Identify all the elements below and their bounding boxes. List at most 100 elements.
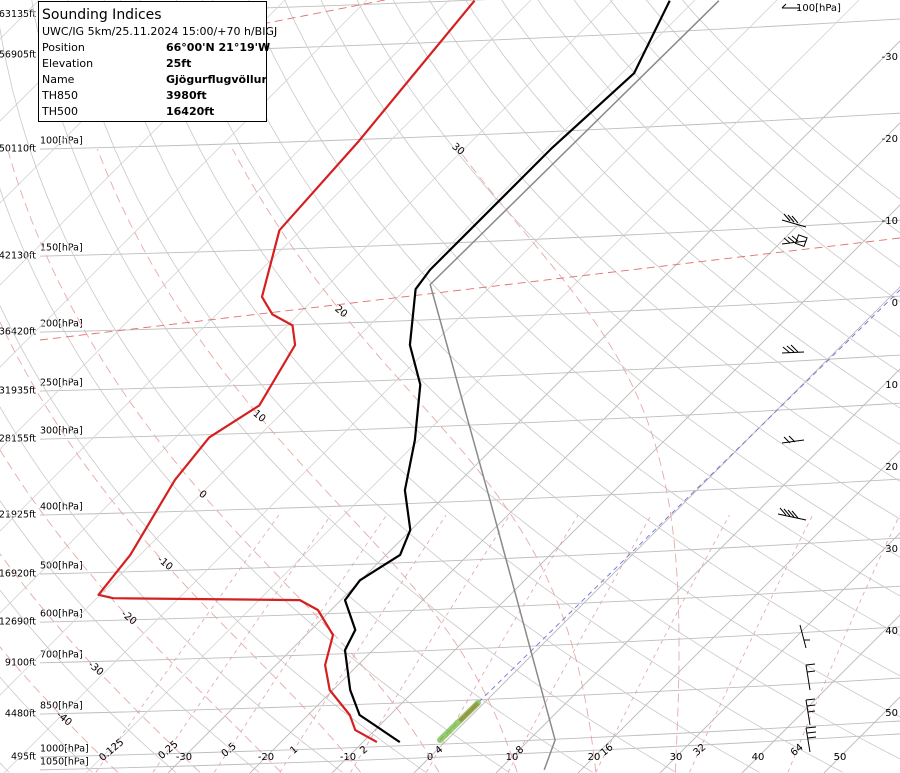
isotherm	[0, 0, 532, 532]
dry-adiabat	[0, 500, 260, 773]
mixing-ratio-label: 1	[288, 744, 300, 757]
profile-line	[429, 0, 720, 771]
mixing-ratio-line	[595, 514, 730, 773]
altitude-label: 9100ft	[5, 657, 36, 668]
mixing-ratio-label: 2	[358, 744, 370, 757]
altitude-label: 21925ft	[0, 510, 36, 521]
dry-adiabat	[356, 0, 900, 520]
info-box: Sounding Indices UWC/IG 5km/25.11.2024 1…	[38, 1, 277, 122]
wind-barb	[781, 435, 805, 444]
dry-adiabat	[0, 406, 343, 773]
temperature-label-right: 0	[892, 298, 898, 309]
isotherm	[495, 368, 900, 773]
dry-adiabat	[0, 26, 593, 773]
moist-adiabat	[0, 449, 282, 773]
tropopause-line	[39, 237, 900, 341]
moist-adiabat	[457, 148, 680, 773]
profile-line	[97, 0, 476, 744]
temperature-label: 50	[834, 752, 847, 763]
info-key: TH500	[41, 105, 78, 118]
wind-barb	[781, 213, 807, 228]
info-title: Sounding Indices	[42, 7, 162, 23]
moist-adiabat	[7, 148, 440, 773]
moist-adiabat	[96, 148, 518, 773]
dry-adiabat	[175, 0, 900, 718]
isobar	[39, 733, 900, 771]
dry-adiabat	[67, 0, 760, 773]
pressure-label: 1000[hPa]	[40, 744, 89, 755]
wind-barb	[781, 235, 807, 245]
isotherm	[741, 614, 900, 773]
isotherm	[331, 204, 900, 773]
altitude-label: 16920ft	[0, 569, 36, 580]
altitude-label: 42130ft	[0, 251, 36, 262]
wind-marker	[794, 234, 808, 248]
info-value: 66°00'N 21°19'W	[166, 41, 270, 54]
pressure-label: 200[hPa]	[40, 319, 83, 330]
pressure-label: 700[hPa]	[40, 649, 83, 660]
isobar	[39, 478, 900, 516]
moist-adiabat	[0, 646, 119, 773]
isobar	[39, 219, 900, 257]
info-key: TH850	[41, 89, 78, 102]
tropopause-line	[261, 0, 386, 25]
temperature-label-right: -20	[882, 134, 898, 145]
dry-adiabat	[320, 0, 900, 558]
dry-adiabat	[103, 0, 843, 773]
moist-adiabat	[0, 320, 361, 773]
isobar	[39, 295, 900, 333]
isobar	[39, 537, 900, 575]
wind-barb	[799, 624, 810, 649]
temperature-label-right: -10	[882, 216, 898, 227]
isotherm	[0, 0, 286, 286]
temperature-label-right: 40	[885, 626, 898, 637]
temperature-label-right: 20	[885, 462, 898, 473]
mixing-ratio-label: 4	[433, 744, 445, 757]
dry-adiabat	[501, 0, 900, 373]
dry-adiabat	[284, 0, 900, 597]
temperature-label-right: 50	[885, 708, 898, 719]
isobar	[39, 720, 900, 758]
altitude-label: 31935ft	[0, 386, 36, 397]
altitude-label: 4480ft	[5, 709, 36, 720]
info-frame	[38, 1, 267, 122]
temperature-label: 40	[752, 752, 765, 763]
isotherm	[3, 0, 778, 773]
wind-barb	[777, 507, 807, 521]
wind-barb	[781, 344, 805, 354]
isotherm	[0, 0, 696, 696]
dry-adiabat	[465, 0, 900, 409]
pressure-label: 250[hPa]	[40, 378, 83, 389]
info-subtitle: UWC/IG 5km/25.11.2024 15:00/+70 h/BIGJ	[42, 25, 277, 38]
altitude-label: 56905ft	[0, 49, 36, 60]
altitude-label: 50110ft	[0, 144, 36, 155]
info-value: Gjögurflugvöllur	[166, 73, 267, 86]
profile-line	[343, 0, 671, 744]
dry-adiabat	[0, 676, 93, 773]
pressure-label: 600[hPa]	[40, 609, 83, 620]
mixing-ratio-line	[95, 514, 280, 773]
isotherm	[0, 0, 204, 204]
isotherm	[413, 286, 900, 773]
dry-adiabat	[139, 0, 900, 760]
isotherm	[0, 0, 614, 614]
altitude-label: 12690ft	[0, 617, 36, 628]
mixing-ratio-line	[279, 514, 447, 773]
wind-barb	[805, 663, 816, 691]
mixing-ratio-line	[425, 514, 579, 773]
info-value: 16420ft	[166, 105, 214, 118]
isobar	[39, 354, 900, 392]
altitude-label: 63135ft	[0, 9, 36, 20]
mixing-ratio-line	[152, 514, 332, 773]
dry-adiabat	[31, 0, 677, 773]
info-key: Elevation	[42, 57, 93, 70]
mixing-ratio-line	[213, 514, 387, 773]
isobar	[39, 626, 900, 664]
dry-adiabat	[248, 0, 900, 636]
temperature-label-right: 10	[885, 380, 898, 391]
isotherm	[577, 450, 900, 773]
info-key: Position	[42, 41, 85, 54]
